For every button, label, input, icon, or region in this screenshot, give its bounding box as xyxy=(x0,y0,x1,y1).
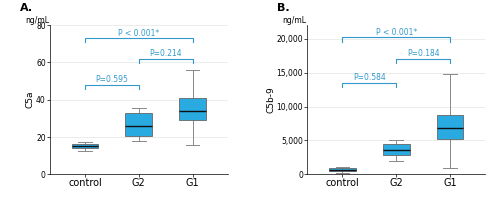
Text: A.: A. xyxy=(20,3,33,13)
PathPatch shape xyxy=(436,115,464,139)
Text: P=0.584: P=0.584 xyxy=(353,73,386,82)
Text: P=0.214: P=0.214 xyxy=(150,49,182,58)
Text: P < 0.001*: P < 0.001* xyxy=(376,28,417,37)
Text: ng/mL: ng/mL xyxy=(282,16,306,25)
Y-axis label: C5b-9: C5b-9 xyxy=(266,86,276,113)
Text: P=0.595: P=0.595 xyxy=(96,75,128,84)
Text: P < 0.001*: P < 0.001* xyxy=(118,29,160,38)
Text: P=0.184: P=0.184 xyxy=(407,49,440,58)
PathPatch shape xyxy=(383,144,409,155)
PathPatch shape xyxy=(179,98,206,120)
Y-axis label: C5a: C5a xyxy=(26,91,35,109)
PathPatch shape xyxy=(126,113,152,136)
PathPatch shape xyxy=(72,144,99,148)
Text: B.: B. xyxy=(278,3,290,13)
PathPatch shape xyxy=(329,168,356,171)
Text: ng/mL: ng/mL xyxy=(25,16,49,25)
